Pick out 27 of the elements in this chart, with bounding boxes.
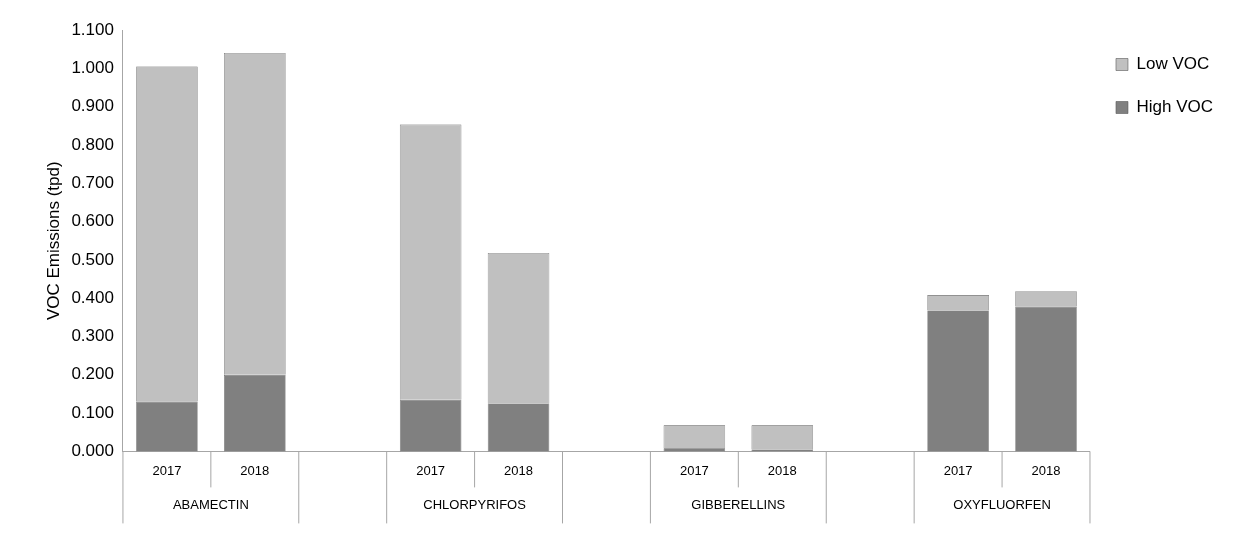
y-tick-label: 0.300 — [71, 326, 114, 346]
text: CHLORPYRIFOS — [423, 496, 527, 512]
y-tick-label: 0.200 — [71, 364, 114, 384]
x-tick-label: 2018 — [1031, 462, 1061, 478]
x-tick-label: 2017 — [152, 462, 182, 478]
text: ABAMECTIN — [172, 496, 249, 512]
text: OXYFLUORFEN — [953, 496, 1051, 512]
y-tick-label: 0.500 — [71, 249, 114, 269]
y-tick-label: 0.000 — [71, 441, 114, 461]
x-tick-label: 2018 — [504, 462, 534, 478]
x-tick-label: 2018 — [767, 462, 797, 478]
y-axis-title: VOC Emissions (tpd) — [43, 161, 63, 321]
legend-label: High VOC — [1136, 97, 1214, 117]
y-tick-label: 0.600 — [71, 211, 114, 231]
x-tick-label: 2017 — [679, 462, 709, 478]
y-tick-label: 0.900 — [71, 96, 114, 116]
text: GIBBERELLINS — [691, 496, 786, 512]
x-tick-label: 2018 — [240, 462, 270, 478]
y-tick-label: 1.000 — [71, 58, 114, 77]
legend-label: Low VOC — [1136, 54, 1210, 74]
y-tick-label: 0.100 — [71, 402, 114, 422]
y-tick-label: 0.700 — [71, 172, 114, 192]
x-tick-label: 2017 — [943, 462, 973, 478]
y-tick-label: 0.800 — [71, 134, 114, 154]
x-tick-label: 2017 — [416, 462, 446, 478]
y-tick-label: 0.400 — [71, 287, 114, 307]
y-tick-label: 1.100 — [71, 19, 114, 39]
